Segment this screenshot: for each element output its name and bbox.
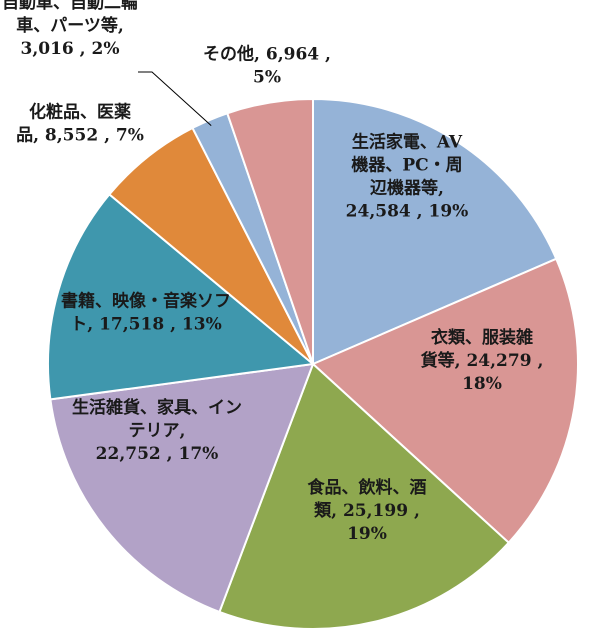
slice-label-line: 書籍、映像・音楽ソフ [61, 291, 231, 312]
slice-label-line: 品, 8,552 , 7% [16, 126, 144, 146]
leader-line [138, 71, 212, 127]
slice-label-line: 18% [462, 374, 502, 394]
pie-slice [226, 97, 314, 365]
pie-slice [47, 193, 316, 401]
pie-slices [47, 97, 579, 630]
slice-label-line: 車、パーツ等, [16, 15, 124, 36]
pie-slice [311, 257, 579, 545]
pie-labels: 生活家電、AV 機器、PC・周辺機器等, 24,584 , 19% 衣類、服装雑貨等,… [2, 0, 543, 544]
slice-data-label: 化粧品、医薬品, 8,552 , 7% [16, 102, 144, 146]
slice-data-label: 自動車、自動二輪車、パーツ等, 3,016 , 2% [2, 0, 139, 59]
slice-data-label: 衣類、服装雑貨等, 24,279 , 18% [421, 327, 544, 394]
slice-label-line: 衣類、服装雑 [431, 327, 533, 348]
slice-label-line: 3,016 , 2% [21, 39, 120, 59]
pie-slice [218, 362, 511, 630]
slice-label-line: 生活雑貨、家具、イン [72, 397, 242, 418]
slice-label-line: 5% [253, 68, 281, 88]
slice-label-line: 化粧品、医薬 [29, 102, 131, 123]
slice-label-line: 生活家電、AV [352, 132, 463, 153]
pie-slice [49, 362, 315, 614]
slice-label-line: テリア, [129, 421, 186, 441]
slice-data-label: 生活雑貨、家具、インテリア, 22,752 , 17% [72, 397, 242, 464]
slice-data-label: その他, 6,964 , 5% [203, 44, 331, 88]
slice-data-label: 書籍、映像・音楽ソフト, 17,518 , 13% [61, 291, 231, 335]
slice-label-line: 食品、飲料、酒 [308, 477, 427, 498]
slice-label-line: 機器、PC・周 [351, 155, 462, 176]
slice-label-line: ト, 17,518 , 13% [70, 315, 221, 335]
pie-slice [312, 97, 558, 366]
slice-label-line: 19% [347, 524, 387, 544]
slice-label-line: 類, 25,199 , [313, 501, 420, 521]
slice-label-line: 辺機器等, [370, 178, 444, 199]
slice-data-label: 食品、飲料、酒類, 25,199 , 19% [308, 477, 427, 544]
slice-label-line: 貨等, 24,279 , [421, 350, 544, 371]
slice-label-line: 24,584 , 19% [346, 202, 469, 222]
slice-data-label: 生活家電、AV 機器、PC・周辺機器等, 24,584 , 19% [346, 132, 469, 222]
slice-label-line: 自動車、自動二輪 [2, 0, 139, 13]
slice-label-line: 22,752 , 17% [96, 444, 219, 464]
slice-label-line: その他, 6,964 , [203, 44, 331, 65]
